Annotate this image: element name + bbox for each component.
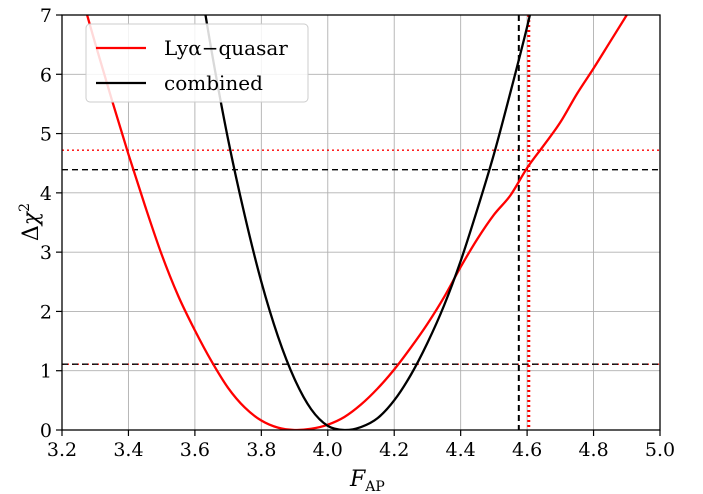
series-line-combined [204,15,532,430]
y-tick-label: 5 [40,124,52,146]
x-tick-label: 3.2 [47,439,77,461]
y-tick-label: 4 [40,183,52,205]
x-tick-label: 3.6 [180,439,210,461]
axis-ticks: 3.2 3.4 3.6 3.8 4.0 4.2 4.4 4.6 4.8 5.0 0 1 2 3 4 5 6 7 [40,5,675,461]
plot-frame [61,14,661,431]
x-tick-label: 5.0 [645,439,675,461]
svg-text:Δχ2: Δχ2 [17,203,44,241]
legend: Lyα−quasar combined [85,23,309,103]
data-curves [85,15,628,430]
x-tick-label: 4.4 [446,439,476,461]
x-tick-label: 4.2 [379,439,409,461]
svg-text:FAP: FAP [349,467,385,494]
x-axis-label: FAP [349,467,385,494]
y-tick-label: 2 [40,301,52,323]
legend-label-lya-quasar: Lyα−quasar [164,36,288,60]
y-tick-label: 0 [40,420,52,442]
reference-lines [62,15,660,430]
x-tick-label: 3.4 [113,439,143,461]
legend-label-combined: combined [164,71,263,95]
series-line-lya-quasar [85,15,628,430]
x-tick-label: 4.8 [578,439,608,461]
y-tick-label: 3 [40,242,52,264]
x-tick-label: 4.0 [313,439,343,461]
y-axis-label: Δχ2 [17,203,44,241]
y-tick-label: 6 [40,64,52,86]
x-tick-label: 3.8 [246,439,276,461]
y-tick-label: 1 [40,361,52,383]
x-tick-label: 4.6 [512,439,542,461]
y-tick-label: 7 [40,5,52,27]
